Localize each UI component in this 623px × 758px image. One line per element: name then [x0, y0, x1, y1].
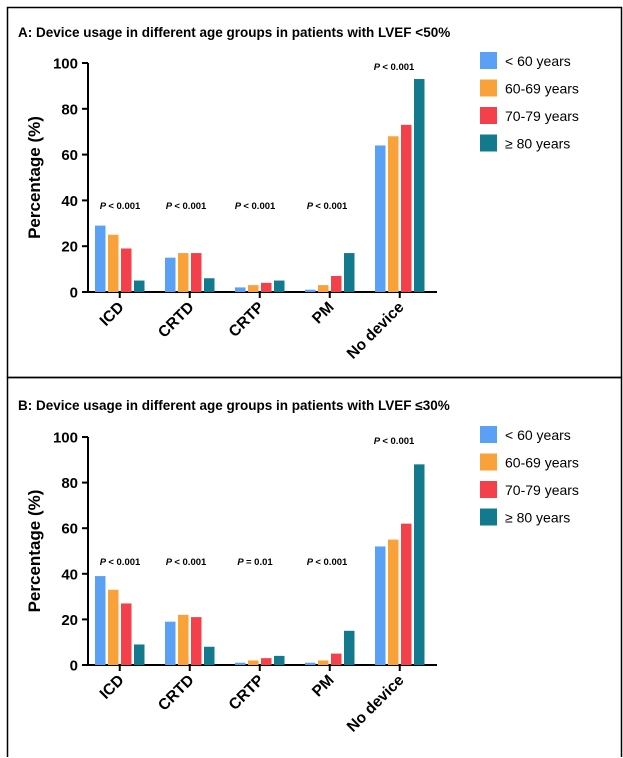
- p-value-label: P = 0.01: [237, 557, 273, 568]
- bar-crtp-2: [261, 282, 272, 292]
- bar-crtp-2: [261, 658, 272, 665]
- legend-label: ≥ 80 years: [505, 510, 570, 526]
- bar-pm-2: [331, 653, 342, 665]
- legend-label: 70-79 years: [505, 108, 579, 124]
- y-tick-label: 100: [53, 430, 78, 447]
- bar-crtd-2: [191, 617, 202, 665]
- y-tick-label: 20: [61, 612, 78, 629]
- bar-pm-0: [305, 289, 316, 292]
- p-value-label: P < 0.001: [307, 557, 348, 568]
- p-value-label: P < 0.001: [307, 201, 348, 212]
- panel-b-border: [6, 376, 623, 757]
- legend-swatch: [480, 79, 497, 97]
- bar-crtd-3: [204, 278, 215, 292]
- bar-pm-1: [318, 285, 329, 292]
- y-tick-label: 0: [70, 658, 78, 675]
- p-value-label: P < 0.001: [100, 201, 141, 212]
- bar-no-device-3: [414, 79, 425, 292]
- bar-crtp-1: [248, 285, 259, 292]
- x-tick-label: CRTD: [155, 672, 197, 714]
- bar-crtd-1: [178, 614, 189, 665]
- bar-no-device-0: [375, 546, 386, 665]
- y-tick-label: 20: [61, 239, 78, 256]
- x-tick-label: PM: [309, 299, 337, 327]
- x-tick-label: CRTP: [226, 299, 268, 341]
- x-tick-label: PM: [309, 672, 337, 700]
- panel-b-chart: 0 20 40 60 80 100 Percentage (%) ICD P < 0.001 CR…: [25, 426, 579, 736]
- y-tick-label: 40: [61, 193, 78, 210]
- bar-pm-2: [331, 275, 342, 292]
- x-tick-label: ICD: [97, 672, 128, 703]
- legend-swatch: [480, 508, 497, 526]
- bar-icd-3: [134, 644, 145, 665]
- y-tick-label: 0: [70, 285, 78, 302]
- legend-label: 70-79 years: [505, 482, 579, 498]
- x-tick-label: CRTP: [226, 672, 268, 714]
- y-tick-label: 60: [61, 521, 78, 538]
- bar-icd-0: [95, 576, 106, 665]
- bar-icd-3: [134, 280, 145, 292]
- bar-crtp-1: [248, 660, 259, 665]
- legend-swatch: [480, 52, 497, 69]
- bar-crtd-0: [165, 257, 176, 292]
- bar-icd-1: [108, 234, 119, 292]
- panel-a-title: A: Device usage in different age groups …: [18, 25, 450, 40]
- legend-label: 60-69 years: [505, 455, 579, 471]
- bar-crtd-1: [178, 253, 189, 292]
- bar-no-device-3: [414, 464, 425, 665]
- legend-label: 60-69 years: [505, 81, 579, 97]
- y-tick-label: 60: [61, 147, 78, 164]
- x-tick-label: ICD: [97, 299, 128, 330]
- x-tick-label: No device: [344, 299, 408, 363]
- legend-label: < 60 years: [505, 53, 571, 69]
- bar-no-device-0: [375, 145, 386, 292]
- p-value-label: P < 0.001: [235, 201, 276, 212]
- x-tick-label: CRTD: [155, 299, 197, 341]
- p-value-label: P < 0.001: [374, 62, 415, 73]
- p-value-label: P < 0.001: [166, 201, 207, 212]
- bar-crtp-3: [274, 280, 285, 292]
- bar-crtd-3: [204, 646, 215, 665]
- bar-icd-2: [121, 248, 132, 292]
- bar-pm-3: [344, 630, 355, 665]
- y-axis-label: Percentage (%): [25, 116, 44, 239]
- y-tick-label: 80: [61, 101, 78, 118]
- legend-swatch: [480, 107, 497, 124]
- legend-swatch: [480, 481, 497, 498]
- legend-label: < 60 years: [505, 427, 571, 443]
- legend-swatch: [480, 453, 497, 471]
- bar-crtd-0: [165, 621, 176, 665]
- bar-no-device-1: [388, 539, 399, 665]
- bar-no-device-2: [401, 124, 412, 292]
- p-value-label: P < 0.001: [100, 557, 141, 568]
- bar-crtp-0: [235, 662, 246, 665]
- y-tick-label: 100: [53, 56, 78, 73]
- x-tick-label: No device: [344, 672, 408, 736]
- p-value-label: P < 0.001: [166, 557, 207, 568]
- panel-a-chart: 0 20 40 60 80 100 Percentage (%) ICD P < 0.001 CR…: [25, 52, 579, 363]
- bar-crtd-2: [191, 253, 202, 292]
- panel-b-title: B: Device usage in different age groups …: [18, 398, 450, 413]
- bar-no-device-2: [401, 523, 412, 665]
- y-tick-label: 40: [61, 566, 78, 583]
- bar-icd-0: [95, 225, 106, 292]
- y-axis-label: Percentage (%): [25, 490, 44, 613]
- bar-pm-0: [305, 662, 316, 665]
- bar-icd-1: [108, 589, 119, 665]
- p-value-label: P < 0.001: [374, 436, 415, 447]
- bar-pm-3: [344, 253, 355, 292]
- y-tick-label: 80: [61, 475, 78, 492]
- bar-no-device-1: [388, 136, 399, 292]
- bar-pm-1: [318, 660, 329, 665]
- legend-swatch: [480, 134, 497, 152]
- legend-swatch: [480, 426, 497, 443]
- bar-icd-2: [121, 603, 132, 665]
- legend-label: ≥ 80 years: [505, 136, 570, 152]
- bar-crtp-0: [235, 287, 246, 292]
- bar-crtp-3: [274, 655, 285, 665]
